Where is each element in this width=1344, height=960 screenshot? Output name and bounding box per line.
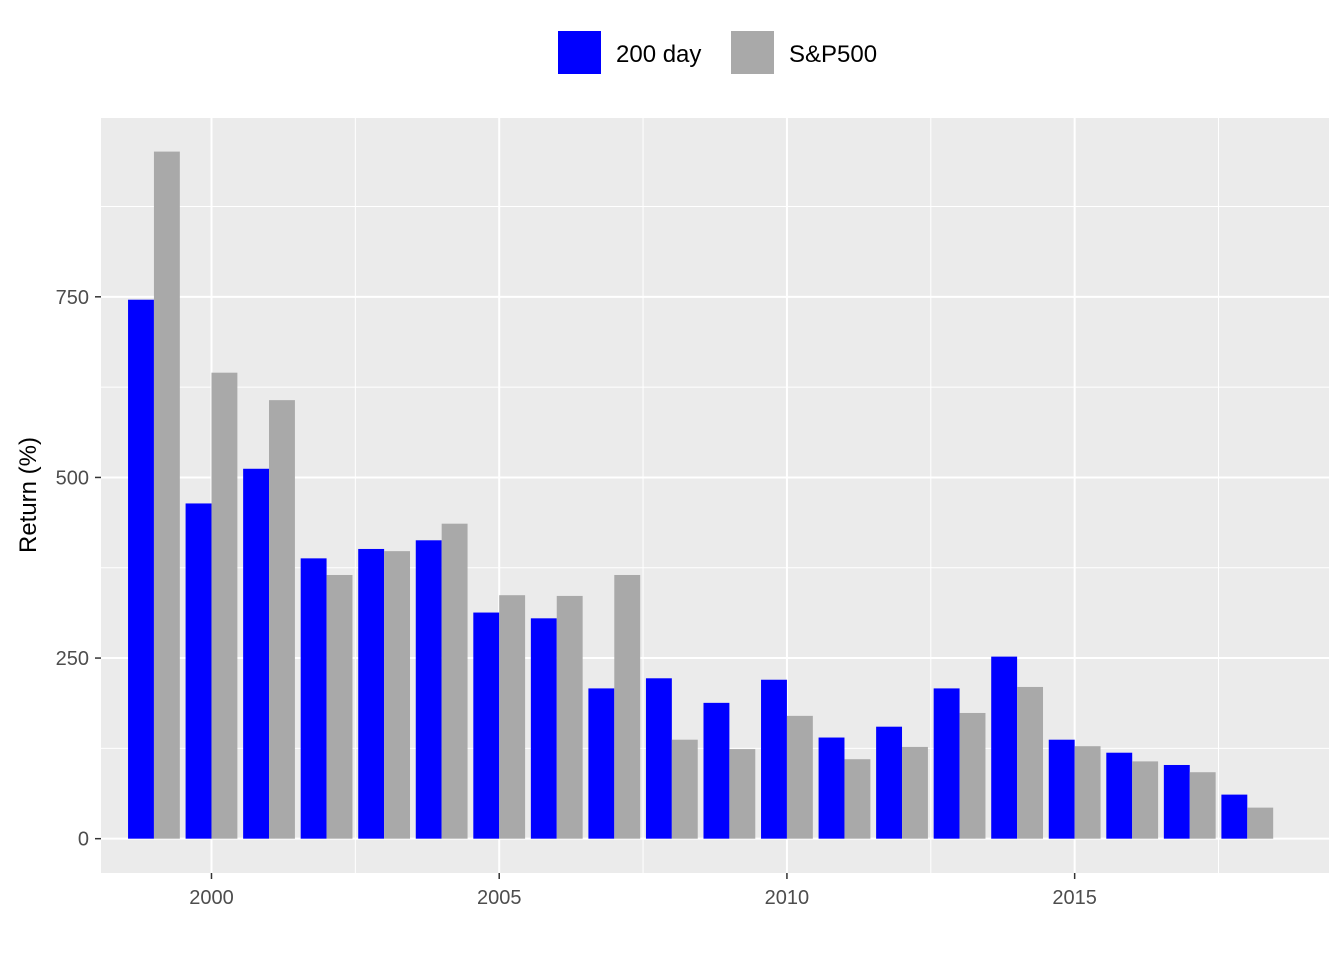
bar-200-day-2000: [185, 503, 212, 839]
bar-200-day-2011: [818, 737, 845, 839]
bar-s-p500-2017: [1189, 772, 1216, 839]
y-tick-label: 0: [78, 829, 89, 851]
bar-200-day-2007: [588, 688, 615, 839]
legend: 200 day S&P500: [558, 31, 877, 74]
bar-200-day-2005: [473, 612, 500, 839]
y-tick-label: 750: [56, 287, 89, 309]
bar-s-p500-2009: [729, 749, 756, 839]
bar-200-day-2010: [761, 679, 787, 839]
y-tick-label: 500: [56, 467, 89, 489]
bar-s-p500-2006: [556, 595, 583, 839]
bar-s-p500-2008: [671, 739, 698, 839]
bar-200-day-2009: [703, 702, 730, 839]
x-tick-label: 2015: [1052, 887, 1097, 909]
y-axis-title: Return (%): [15, 437, 42, 553]
x-tick-label: 2010: [765, 887, 810, 909]
bar-s-p500-2015: [1074, 746, 1101, 839]
x-tick-label: 2005: [477, 887, 522, 909]
bar-s-p500-2010: [786, 715, 813, 839]
bar-200-day-2002: [300, 558, 327, 839]
bar-s-p500-2005: [499, 595, 526, 839]
bar-200-day-1999: [128, 299, 154, 839]
bar-s-p500-2014: [1017, 686, 1044, 839]
bars: [128, 151, 1274, 839]
bar-s-p500-2002: [326, 574, 353, 839]
bar-200-day-2018: [1221, 794, 1248, 839]
legend-key-200-day: [558, 31, 601, 74]
bar-200-day-2001: [243, 468, 270, 839]
bar-s-p500-2012: [902, 746, 928, 839]
bar-200-day-2003: [358, 548, 385, 839]
x-tick-label: 2000: [189, 887, 234, 909]
bar-s-p500-2003: [384, 551, 411, 839]
x-axis: 2000 2005 2010 2015: [189, 873, 1097, 909]
bar-s-p500-2018: [1247, 807, 1274, 839]
bar-s-p500-2007: [614, 574, 641, 839]
bar-s-p500-2001: [269, 400, 295, 839]
bar-200-day-2012: [876, 726, 903, 839]
bar-200-day-2013: [933, 688, 960, 839]
legend-label: S&P500: [789, 41, 877, 68]
bar-s-p500-2000: [211, 372, 238, 839]
bar-200-day-2016: [1106, 752, 1133, 839]
bar-s-p500-2013: [959, 712, 986, 839]
bar-s-p500-2016: [1132, 761, 1159, 839]
bar-s-p500-2004: [441, 523, 468, 839]
bar-s-p500-2011: [844, 759, 871, 839]
bar-200-day-2008: [645, 678, 672, 839]
minor-gridlines: [101, 118, 1329, 873]
bar-200-day-2004: [415, 540, 442, 839]
bar-200-day-2015: [1048, 739, 1075, 839]
y-tick-label: 250: [56, 648, 89, 670]
bar-200-day-2006: [530, 618, 557, 839]
legend-label: 200 day: [616, 41, 701, 68]
legend-key-s-p500: [731, 31, 774, 74]
y-axis: 0 250 500 750: [56, 287, 101, 851]
bar-200-day-2014: [991, 656, 1018, 839]
bar-s-p500-1999: [153, 151, 180, 839]
bar-200-day-2017: [1163, 764, 1190, 839]
